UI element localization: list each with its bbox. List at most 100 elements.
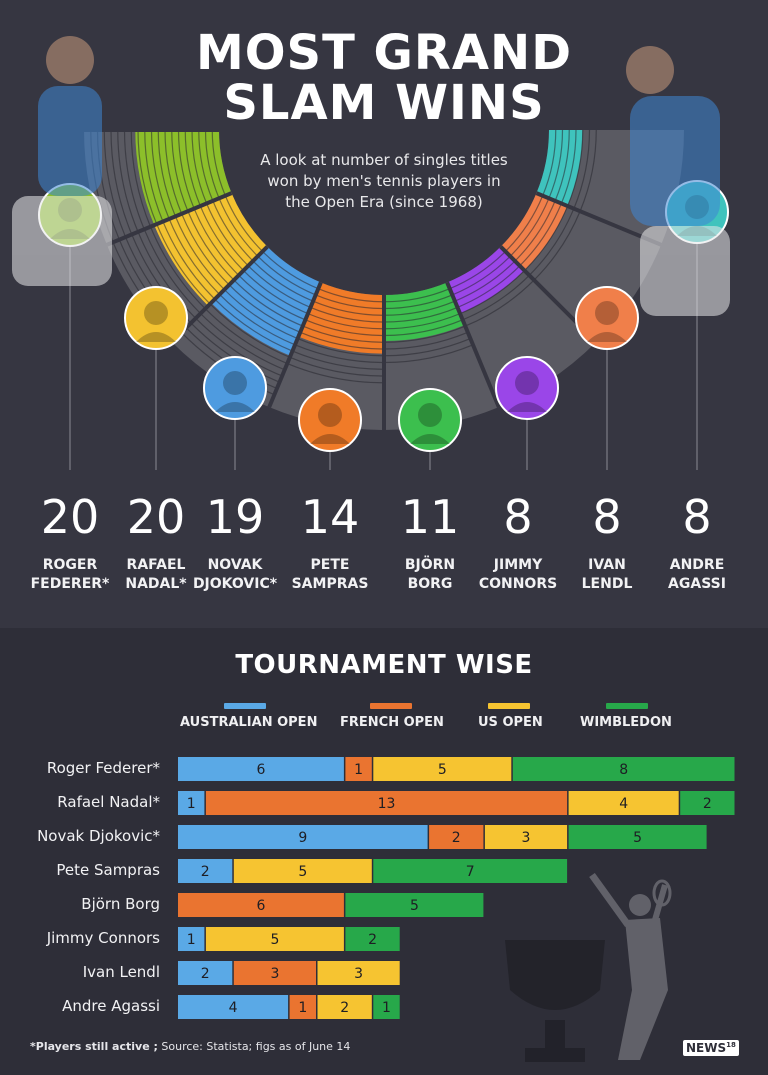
bar-value-label: 7 [466, 864, 475, 880]
fan-stripe [238, 274, 306, 321]
fan-stripe [156, 223, 211, 305]
title-count: 19 [205, 490, 265, 544]
fan-stripe [117, 129, 139, 233]
fan-stripe [206, 203, 249, 267]
player-name: JIMMY CONNORS [472, 556, 564, 594]
player-name: IVAN LENDL [561, 556, 653, 594]
player-name: BJÖRN BORG [384, 556, 476, 594]
fan-stripe [193, 208, 240, 276]
fan-stripe [383, 294, 453, 310]
fan-stripe [449, 251, 506, 290]
legend-label-australian-open: AUSTRALIAN OPEN [180, 715, 318, 730]
page-title: MOST GRAND SLAM WINS [195, 25, 573, 131]
fan-stripe [184, 129, 201, 207]
fan-stripe [211, 129, 226, 196]
fan-wedge [211, 246, 321, 356]
fan-stripe [542, 129, 557, 196]
bar-value-label: 5 [270, 932, 279, 948]
player-name-line1: IVAN [588, 557, 626, 573]
fan-stripe [177, 129, 195, 209]
player-avatar [124, 286, 188, 350]
bar-segment [178, 893, 344, 917]
fan-stripe [247, 265, 311, 308]
fan-stripe [212, 200, 254, 262]
fan-stripe [383, 288, 450, 303]
fan-stripe [195, 317, 283, 377]
page-subtitle: A look at number of singles titles won b… [260, 151, 508, 211]
fan-stripe [533, 210, 581, 281]
fan-stripe [252, 260, 314, 302]
bar-value-label: 6 [256, 762, 265, 778]
fan-separator [170, 245, 269, 344]
fan-stripe [144, 129, 164, 222]
bar-segment [345, 893, 484, 917]
fan-stripe [528, 208, 575, 276]
title-count: 14 [300, 490, 360, 544]
fan-stripe [383, 300, 456, 316]
fan-stripe [462, 274, 530, 321]
bar-category-label: Roger Federer* [47, 759, 161, 777]
tournament-title: TOURNAMENT WISE [235, 650, 533, 680]
bar-segment [680, 791, 735, 815]
player-name-line2: BORG [407, 576, 453, 592]
news18-logo: NEWS18 [683, 1040, 739, 1056]
fan-stripe [143, 229, 201, 314]
bar-segment [178, 791, 205, 815]
fan-stripe [130, 129, 152, 227]
fan-stripe [171, 129, 189, 212]
fan-stripe [218, 198, 259, 257]
fan-stripe [383, 306, 458, 323]
player-avatar [398, 388, 462, 452]
bar-category-label: Ivan Lendl [83, 963, 160, 981]
player-name-line2: NADAL* [125, 576, 187, 592]
player-avatar [298, 388, 362, 452]
fan-separator [445, 281, 501, 408]
legend-label-wimbledon: WIMBLEDON [580, 715, 672, 730]
fan-stripe [383, 313, 461, 330]
bar-segment [178, 859, 233, 883]
fan-separator [106, 191, 233, 247]
player-silhouette-left [12, 36, 112, 286]
fan-stripe [383, 338, 471, 357]
fan-stripe [199, 205, 244, 271]
legend-label-us-open: US OPEN [478, 715, 543, 730]
bar-value-label: 6 [256, 898, 265, 914]
fan-stripe [204, 129, 220, 199]
bar-segment [178, 995, 289, 1019]
bar-category-label: Novak Djokovic* [37, 827, 160, 845]
fan-stripe [383, 319, 463, 337]
fan-stripe [157, 129, 176, 217]
fan-stripe [262, 251, 319, 290]
bar-value-label: 3 [354, 966, 363, 982]
player-name-line2: AGASSI [668, 576, 726, 592]
player-name-line1: JIMMY [493, 557, 543, 573]
player-avatar [203, 356, 267, 420]
fan-stripe [219, 293, 296, 346]
fan-stripe [318, 288, 385, 303]
fan-stripe [509, 198, 550, 257]
bar-segment [289, 995, 316, 1019]
bar-segment [178, 825, 428, 849]
fan-stripe [110, 129, 133, 235]
fan-stripe [457, 265, 521, 308]
bar-value-label: 5 [438, 762, 447, 778]
bar-segment [317, 995, 372, 1019]
fan-stripe [243, 270, 309, 315]
fan-stripe [200, 313, 285, 371]
fan-stripe [383, 331, 469, 350]
bar-segment [233, 859, 372, 883]
bar-segment [373, 995, 400, 1019]
fan-stripe [567, 129, 584, 207]
bar-value-label: 1 [382, 1000, 391, 1016]
footnote-bold: *Players still active ; [30, 1040, 158, 1053]
bar-value-label: 5 [633, 830, 642, 846]
fan-stripe [287, 362, 385, 384]
title-count: 20 [40, 490, 100, 544]
player-name: ROGER FEDERER* [24, 556, 116, 594]
fan-wedge [447, 246, 525, 314]
player-name: RAFAEL NADAL* [110, 556, 202, 594]
legend-label-french-open: FRENCH OPEN [340, 715, 444, 730]
fan-stripe [454, 260, 516, 302]
fan-stripe [315, 294, 385, 310]
fan-stripe [137, 231, 197, 319]
